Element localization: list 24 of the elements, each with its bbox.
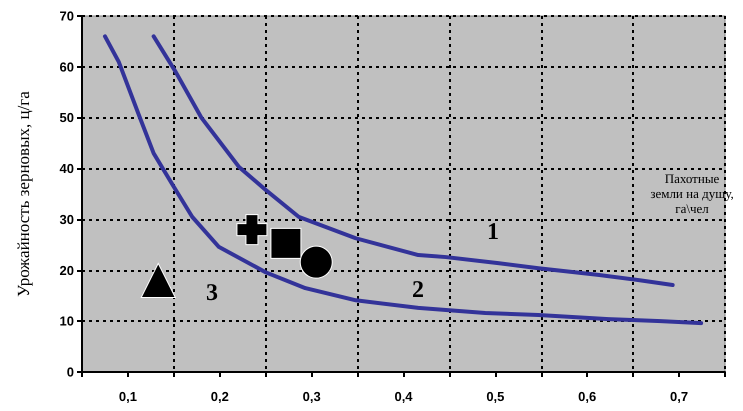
y-tick-label: 30 <box>60 212 74 227</box>
y-tick-label: 50 <box>60 110 74 126</box>
annotation: 2 <box>412 277 424 303</box>
x-tick-label: 0,2 <box>210 389 229 404</box>
y-tick-label: 10 <box>60 314 74 329</box>
y-tick-label: 0 <box>66 364 74 380</box>
x-tick-label: 0,5 <box>486 389 504 404</box>
point <box>236 214 268 246</box>
annotation: 3 <box>206 280 218 306</box>
x-tick-label: 0,4 <box>394 389 414 404</box>
y-axis-title: Урожайность зерновых, ц/га <box>14 90 33 297</box>
y-tick-label: 20 <box>60 262 74 278</box>
point <box>140 262 176 298</box>
x-axis-title: Пахотные земли на душу, га\чел <box>650 171 734 216</box>
y-tick-label: 70 <box>60 8 74 24</box>
x-tick-label: 0,3 <box>302 389 321 404</box>
y-tick-label: 40 <box>60 161 74 176</box>
point <box>300 246 333 279</box>
x-tick-label: 0,6 <box>578 389 596 404</box>
annotation: 1 <box>487 219 499 245</box>
point <box>270 228 302 259</box>
y-tick-label: 60 <box>60 59 74 74</box>
x-tick-label: 0,1 <box>118 389 137 404</box>
x-tick-label: 0,7 <box>670 389 688 404</box>
